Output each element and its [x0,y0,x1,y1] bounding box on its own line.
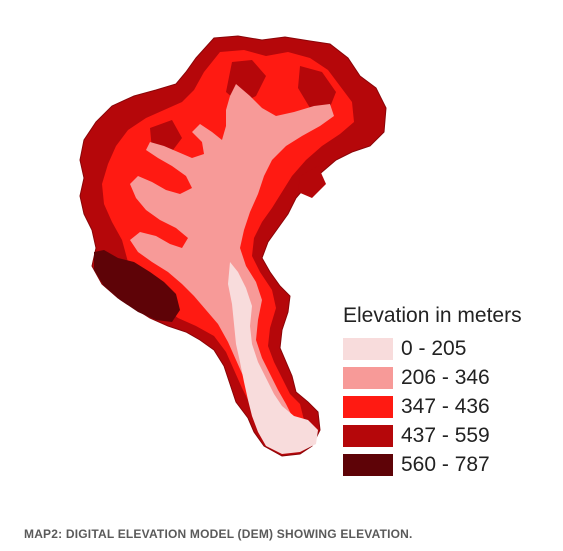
elevation-zone-206-346 [130,84,334,430]
legend-item: 0 - 205 [343,336,522,362]
legend-label: 0 - 205 [401,337,467,360]
legend-title: Elevation in meters [343,304,522,327]
legend-swatch [343,367,393,389]
legend-label: 560 - 787 [401,453,490,476]
legend-swatch [343,338,393,360]
legend-item: 206 - 346 [343,365,522,391]
elevation-zone-0-205 [228,262,318,454]
legend-label: 347 - 436 [401,395,490,418]
legend-swatch [343,425,393,447]
legend: Elevation in meters 0 - 205 206 - 346 34… [343,304,522,481]
legend-item: 437 - 559 [343,423,522,449]
legend-label: 437 - 559 [401,424,490,447]
legend-item: 560 - 787 [343,452,522,478]
legend-label: 206 - 346 [401,366,490,389]
ridge-patch-437-559 [298,66,336,112]
legend-swatch [343,396,393,418]
ridge-patch-437-559 [298,166,326,198]
map-caption: MAP2: DIGITAL ELEVATION MODEL (DEM) SHOW… [24,527,413,541]
legend-item: 347 - 436 [343,394,522,420]
legend-swatch [343,454,393,476]
elevation-zone-560-787 [94,250,180,322]
